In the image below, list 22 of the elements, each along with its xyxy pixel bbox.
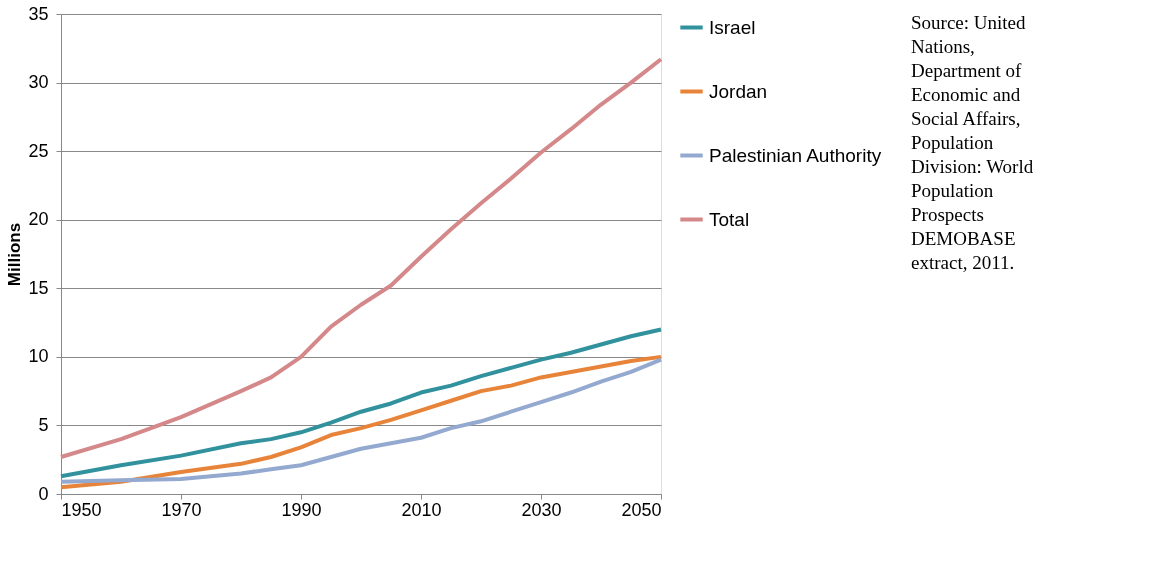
y-tick-label: 20 bbox=[28, 209, 49, 230]
legend-label: Israel bbox=[709, 16, 756, 38]
y-tick-label: 10 bbox=[28, 346, 49, 367]
text: Source: United Nations, Department of Economic and Social Affairs, Population Division: World Population Prospects DEMOBASE extract, 2011. bbox=[911, 12, 1034, 273]
line-series bbox=[59, 57, 663, 459]
y-tick-label: 25 bbox=[28, 140, 49, 161]
y-tick-label: 15 bbox=[28, 277, 49, 298]
x-tick-label: 1950 bbox=[61, 499, 102, 520]
x-tick-label: 2030 bbox=[521, 499, 562, 520]
y-tick-label: 35 bbox=[28, 3, 49, 24]
legend-label: Total bbox=[709, 208, 750, 230]
legend-label: Jordan bbox=[709, 80, 768, 102]
x-tick-label: 2010 bbox=[401, 499, 442, 520]
y-tick-label: 0 bbox=[38, 483, 49, 504]
y-axis-title: Millions bbox=[5, 222, 25, 287]
legend-label: Palestinian Authority bbox=[709, 144, 882, 166]
x-tick-label: 1990 bbox=[281, 499, 322, 520]
y-tick-label: 30 bbox=[28, 72, 49, 93]
x-tick-label: 1970 bbox=[161, 499, 202, 520]
line-series bbox=[59, 327, 663, 479]
x-tick-label: 2050 bbox=[621, 499, 662, 520]
y-tick-label: 5 bbox=[38, 414, 49, 435]
